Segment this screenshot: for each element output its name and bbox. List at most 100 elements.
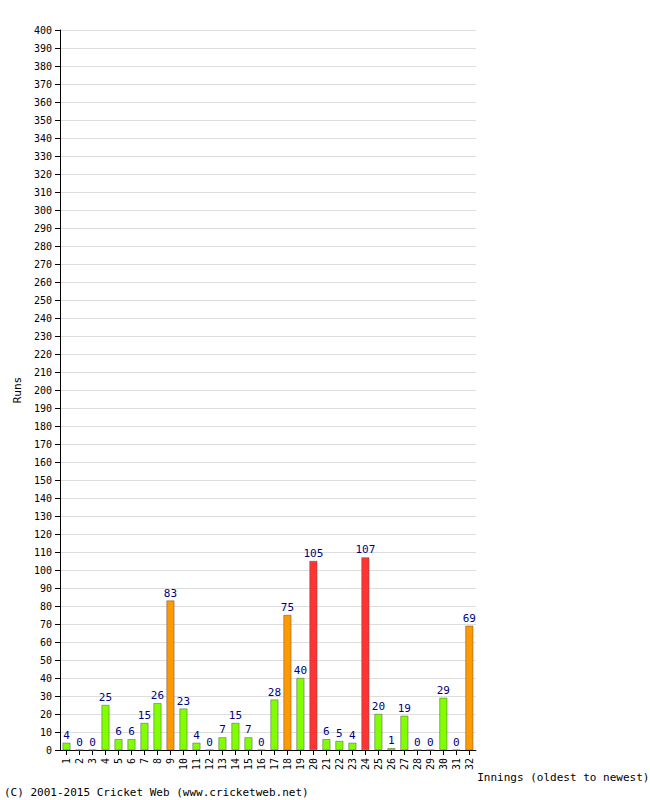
svg-text:7: 7	[139, 758, 150, 764]
svg-text:14: 14	[230, 758, 241, 770]
svg-text:26: 26	[386, 758, 397, 770]
svg-text:4: 4	[193, 729, 200, 742]
svg-text:0: 0	[206, 736, 213, 749]
svg-text:3: 3	[87, 758, 98, 764]
svg-text:320: 320	[34, 169, 52, 180]
svg-text:230: 230	[34, 331, 52, 342]
svg-text:260: 260	[34, 277, 52, 288]
svg-text:390: 390	[34, 43, 52, 54]
svg-text:110: 110	[34, 547, 52, 558]
svg-text:8: 8	[152, 758, 163, 764]
svg-text:100: 100	[34, 565, 52, 576]
svg-text:20: 20	[372, 700, 385, 713]
svg-text:10: 10	[40, 727, 52, 738]
svg-text:0: 0	[427, 736, 434, 749]
svg-text:0: 0	[89, 736, 96, 749]
svg-text:0: 0	[76, 736, 83, 749]
svg-text:200: 200	[34, 385, 52, 396]
svg-text:17: 17	[269, 758, 280, 770]
svg-text:350: 350	[34, 115, 52, 126]
svg-text:22: 22	[334, 758, 345, 770]
svg-text:24: 24	[360, 758, 371, 770]
svg-text:7: 7	[219, 723, 226, 736]
svg-text:60: 60	[40, 637, 52, 648]
svg-text:29: 29	[425, 758, 436, 770]
svg-text:220: 220	[34, 349, 52, 360]
svg-text:20: 20	[308, 758, 319, 770]
svg-text:4: 4	[349, 729, 356, 742]
svg-text:340: 340	[34, 133, 52, 144]
svg-text:160: 160	[34, 457, 52, 468]
svg-text:400: 400	[34, 25, 52, 36]
svg-text:130: 130	[34, 511, 52, 522]
svg-text:280: 280	[34, 241, 52, 252]
svg-text:23: 23	[347, 758, 358, 770]
svg-text:240: 240	[34, 313, 52, 324]
svg-text:2: 2	[74, 758, 85, 764]
svg-text:90: 90	[40, 583, 52, 594]
svg-text:107: 107	[355, 543, 375, 556]
svg-text:5: 5	[113, 758, 124, 764]
svg-text:0: 0	[453, 736, 460, 749]
svg-text:5: 5	[336, 727, 343, 740]
svg-text:30: 30	[438, 758, 449, 770]
svg-text:190: 190	[34, 403, 52, 414]
svg-text:75: 75	[281, 601, 294, 614]
svg-text:0: 0	[258, 736, 265, 749]
svg-text:140: 140	[34, 493, 52, 504]
svg-text:210: 210	[34, 367, 52, 378]
svg-text:180: 180	[34, 421, 52, 432]
svg-text:83: 83	[164, 587, 177, 600]
svg-text:69: 69	[463, 612, 476, 625]
svg-text:31: 31	[451, 758, 462, 770]
svg-text:270: 270	[34, 259, 52, 270]
svg-text:28: 28	[412, 758, 423, 770]
svg-text:10: 10	[178, 758, 189, 770]
svg-text:6: 6	[128, 725, 135, 738]
svg-text:15: 15	[229, 709, 242, 722]
svg-text:20: 20	[40, 709, 52, 720]
svg-text:28: 28	[268, 686, 281, 699]
svg-text:80: 80	[40, 601, 52, 612]
svg-text:330: 330	[34, 151, 52, 162]
svg-text:6: 6	[323, 725, 330, 738]
svg-text:310: 310	[34, 187, 52, 198]
svg-text:Runs: Runs	[11, 377, 24, 404]
svg-text:16: 16	[256, 758, 267, 770]
svg-text:25: 25	[373, 758, 384, 770]
svg-text:23: 23	[177, 695, 190, 708]
svg-text:15: 15	[243, 758, 254, 770]
svg-text:9: 9	[165, 758, 176, 764]
svg-text:70: 70	[40, 619, 52, 630]
svg-text:12: 12	[204, 758, 215, 770]
svg-text:0: 0	[414, 736, 421, 749]
svg-text:380: 380	[34, 61, 52, 72]
svg-text:105: 105	[303, 547, 323, 560]
svg-text:40: 40	[294, 664, 307, 677]
svg-text:300: 300	[34, 205, 52, 216]
svg-text:170: 170	[34, 439, 52, 450]
svg-text:1: 1	[61, 758, 72, 764]
svg-text:50: 50	[40, 655, 52, 666]
svg-text:21: 21	[321, 758, 332, 770]
svg-text:19: 19	[295, 758, 306, 770]
svg-text:(C) 2001-2015 Cricket Web (www: (C) 2001-2015 Cricket Web (www.cricketwe…	[4, 786, 309, 799]
svg-text:Innings (oldest to newest): Innings (oldest to newest)	[477, 771, 649, 784]
svg-text:26: 26	[151, 689, 164, 702]
svg-text:290: 290	[34, 223, 52, 234]
svg-text:360: 360	[34, 97, 52, 108]
svg-text:25: 25	[99, 691, 112, 704]
svg-text:40: 40	[40, 673, 52, 684]
svg-text:0: 0	[46, 745, 52, 756]
svg-text:6: 6	[126, 758, 137, 764]
svg-text:11: 11	[191, 758, 202, 770]
svg-text:15: 15	[138, 709, 151, 722]
svg-text:18: 18	[282, 758, 293, 770]
svg-text:120: 120	[34, 529, 52, 540]
svg-text:7: 7	[245, 723, 252, 736]
svg-text:250: 250	[34, 295, 52, 306]
svg-text:27: 27	[399, 758, 410, 770]
svg-text:19: 19	[398, 702, 411, 715]
svg-text:370: 370	[34, 79, 52, 90]
svg-text:150: 150	[34, 475, 52, 486]
